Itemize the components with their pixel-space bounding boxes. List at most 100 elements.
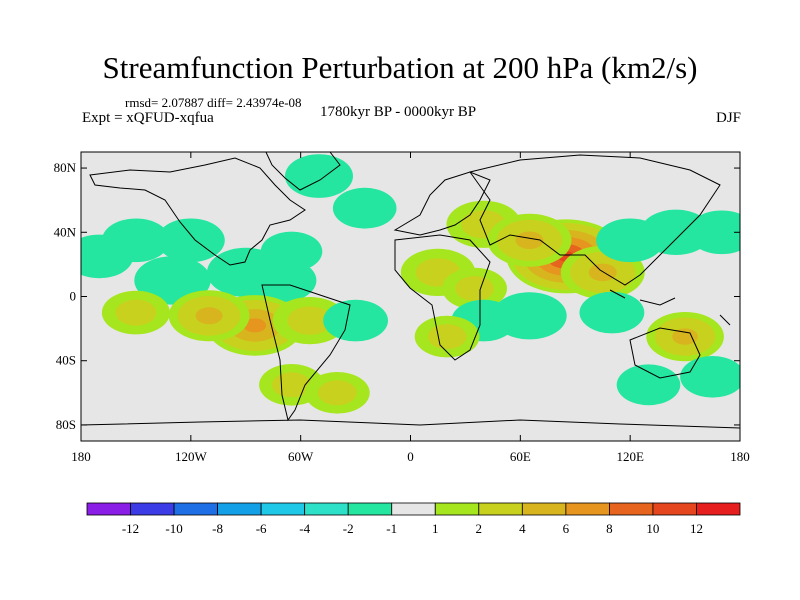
anomaly-6	[285, 154, 353, 198]
anomaly-contour--1	[680, 356, 740, 398]
colorbar-swatch	[130, 502, 175, 516]
anomaly-2	[134, 256, 211, 305]
colorbar-label: 4	[519, 521, 526, 536]
coastline-europe	[393, 171, 491, 236]
coastline-islands	[609, 289, 731, 326]
anomaly-contour--1	[579, 291, 645, 334]
x-tick-label: 60E	[510, 449, 531, 464]
colorbar-label: -4	[299, 521, 310, 536]
colorbar-swatch	[260, 502, 306, 516]
anomaly-contour--1	[332, 187, 397, 229]
colorbar-label: -8	[212, 521, 223, 536]
colorbar-swatch	[173, 502, 219, 516]
x-tick-label: 120E	[616, 449, 644, 464]
colorbar-swatch	[609, 502, 654, 516]
colorbar-label: 12	[690, 521, 703, 536]
stats-line: rmsd= 2.07887 diff= 2.43974e-08	[125, 95, 302, 110]
anomaly-27	[579, 291, 645, 334]
coastline-south-america	[261, 284, 351, 422]
x-tick-label: 180	[71, 449, 91, 464]
coastline-africa	[394, 234, 491, 361]
colorbar-swatch	[217, 502, 262, 516]
colorbar-swatch	[652, 502, 697, 516]
colorbar-label: 10	[646, 521, 659, 536]
x-tick-label: 180	[730, 449, 750, 464]
anomaly-contour--1	[323, 299, 388, 342]
colorbar-swatch	[478, 502, 523, 516]
anomaly-1	[156, 218, 225, 263]
anomaly-8	[260, 231, 323, 272]
x-tick-label: 120W	[175, 449, 208, 464]
anomaly-contour-2	[317, 380, 357, 406]
colorbar-label: -2	[343, 521, 354, 536]
colorbar-label: 6	[563, 521, 570, 536]
x-tick-label: 0	[407, 449, 414, 464]
anomaly-12	[101, 290, 170, 335]
colorbar-label: 1	[432, 521, 439, 536]
colorbar-swatch	[391, 502, 436, 516]
anomaly-contour--1	[285, 154, 353, 198]
coastlines	[81, 152, 740, 429]
colorbar-label: 2	[476, 521, 483, 536]
coastline-north-america	[89, 157, 306, 266]
anomaly-contour-6	[243, 318, 267, 333]
colorbar-swatch	[521, 502, 567, 516]
x-axis: 180 120W 60W 0 60E 120E 180	[71, 152, 750, 464]
y-tick-label: 40N	[54, 224, 77, 239]
period-label: 1780kyr BP - 0000kyr BP	[320, 104, 477, 120]
anomaly-31	[616, 364, 681, 406]
colorbar-swatch	[86, 502, 131, 516]
y-tick-label: 80N	[54, 160, 77, 175]
anomaly-20	[487, 213, 572, 267]
anomaly-13	[323, 299, 388, 342]
anomaly-contour-4	[195, 307, 223, 325]
colorbar-label: 8	[606, 521, 613, 536]
anomaly-24	[687, 210, 740, 255]
anomaly-contour-2	[287, 306, 333, 335]
anomaly-contour--1	[134, 256, 211, 305]
anomaly-contour-2	[427, 324, 467, 350]
experiment-label: Expt = xQFUD-xqfua	[82, 110, 214, 126]
anomaly-contour--1	[260, 231, 323, 272]
y-axis: 80N 40N 0 40S 80S	[54, 160, 740, 432]
coastline-asia	[469, 154, 721, 286]
colorbar-swatch	[304, 502, 349, 516]
anomaly-11	[272, 297, 347, 345]
colorbar-label: -12	[122, 521, 139, 536]
anomaly-30	[680, 356, 740, 398]
anomaly-contour--1	[156, 218, 225, 263]
colorbar: -12 -10 -8 -6 -4 -2 -1 1 2 4 6 8 10 12	[86, 502, 741, 536]
anomaly-contour-4	[672, 328, 698, 345]
colorbar-label: -1	[386, 521, 397, 536]
colorbar-swatch	[565, 502, 610, 516]
x-tick-label: 60W	[288, 449, 314, 464]
season-label: DJF	[715, 110, 741, 126]
anomaly-contour--1	[616, 364, 681, 406]
anomaly-contour-4	[588, 263, 617, 282]
coastline-greenland	[265, 152, 341, 191]
colorbar-label: -10	[165, 521, 182, 536]
colorbar-swatch	[696, 502, 741, 516]
colorbar-swatch	[434, 502, 480, 516]
y-tick-label: 80S	[56, 417, 76, 432]
coastline-antarctica	[81, 419, 740, 429]
chart-title: Streamfunction Perturbation at 200 hPa (…	[102, 50, 698, 85]
colorbar-swatch	[347, 502, 393, 516]
anomaly-contour-2	[455, 276, 494, 301]
anomaly-18	[442, 267, 507, 310]
coastline-australia	[629, 327, 701, 379]
anomaly-contour--1	[81, 234, 134, 279]
anomaly-contour-4	[515, 231, 544, 250]
colorbar-label: -6	[256, 521, 267, 536]
anomaly-7	[332, 187, 397, 229]
anomaly-10	[168, 290, 250, 342]
anomaly-contour-2	[115, 299, 157, 326]
anomaly-15	[304, 372, 370, 414]
anomaly-5	[81, 234, 134, 279]
y-tick-label: 0	[70, 289, 77, 304]
anomaly-field	[81, 154, 740, 414]
anomaly-28	[414, 315, 480, 358]
y-tick-label: 40S	[56, 353, 76, 368]
anomaly-contour--1	[687, 210, 740, 255]
